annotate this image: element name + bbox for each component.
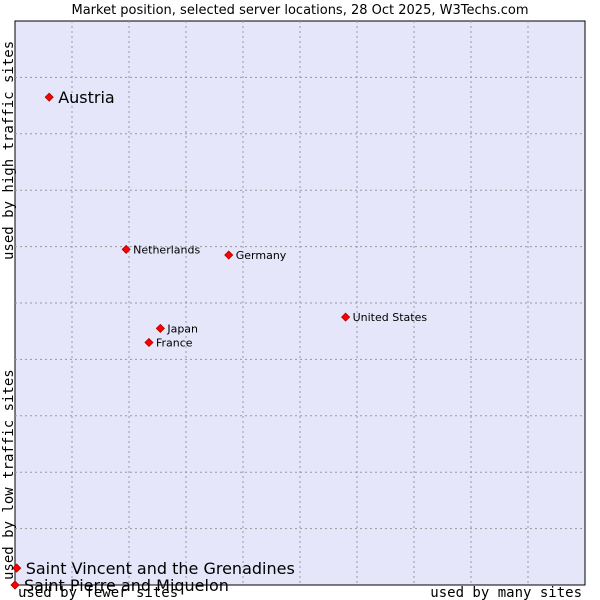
point-marker-united-states [341, 312, 351, 322]
point-marker-netherlands [121, 244, 131, 254]
point-label-germany: Germany [236, 249, 287, 262]
point-marker-saint-pierre-and-miquelon [10, 580, 20, 590]
point-label-japan: Japan [166, 322, 198, 335]
point-label-united-states: United States [353, 311, 428, 324]
point-marker-japan [155, 323, 165, 333]
y-axis-label-low: used by low traffic sites [1, 369, 17, 580]
y-axis-label-high: used by high traffic sites [1, 41, 17, 260]
point-marker-france [144, 337, 154, 348]
x-axis-label-low: used by fewer sites [18, 585, 178, 600]
data-points: Austria Netherlands Germany United States Ja… [10, 88, 428, 595]
point-label-saint-pierre-and-miquelon: Saint Pierre and Miquelon [24, 576, 229, 595]
chart-title: Market position, selected server locatio… [71, 3, 528, 18]
point-label-france: France [156, 336, 193, 349]
x-axis-label-high: used by many sites [430, 585, 582, 600]
grid-lines [15, 21, 585, 585]
point-marker-germany [224, 250, 234, 260]
point-label-austria: Austria [58, 88, 115, 107]
point-label-netherlands: Netherlands [133, 243, 200, 256]
point-label-saint-vincent-and-the-grenadines: Saint Vincent and the Grenadines [26, 559, 295, 578]
point-marker-saint-vincent-and-the-grenadines [12, 563, 22, 573]
point-marker-austria [44, 92, 54, 102]
